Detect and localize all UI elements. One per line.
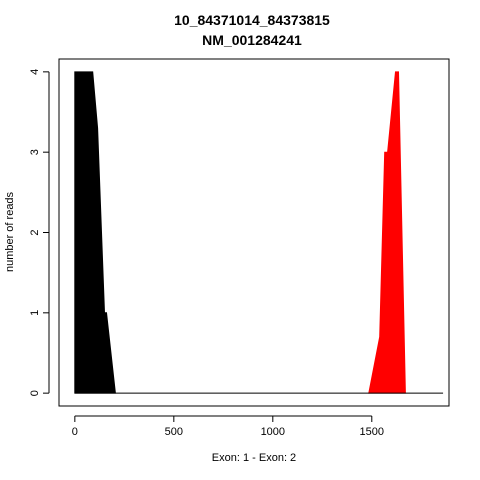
y-tick-label: 4: [29, 69, 41, 75]
x-tick-label: 1500: [360, 426, 384, 438]
y-tick-label: 2: [29, 229, 41, 235]
plot-frame: [58, 58, 450, 407]
chart-title: 10_84371014_84373815: [174, 12, 330, 28]
x-tick-label: 500: [165, 426, 183, 438]
series-layer: [74, 71, 406, 394]
x-axis-label: Exon: 1 - Exon: 2: [212, 452, 296, 464]
y-tick-label: 0: [29, 390, 41, 396]
x-axis: 0 500 1000 1500: [72, 415, 384, 438]
y-axis-label: number of reads: [4, 191, 16, 272]
chart-subtitle: NM_001284241: [202, 32, 302, 48]
y-axis: 0 1 2 3 4: [29, 69, 50, 396]
coverage-area-1: [74, 71, 116, 394]
x-tick-label: 1000: [261, 426, 285, 438]
y-tick-label: 1: [29, 310, 41, 316]
y-tick-label: 3: [29, 149, 41, 155]
x-tick-label: 0: [72, 426, 78, 438]
coverage-area-2: [368, 71, 406, 394]
